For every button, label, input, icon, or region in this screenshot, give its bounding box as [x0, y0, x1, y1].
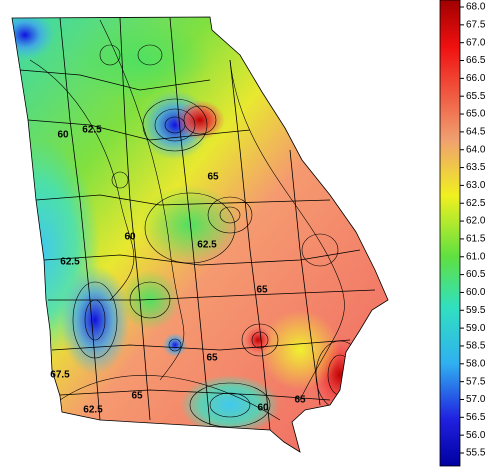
colorbar-tick-label: 57.0 [466, 394, 486, 405]
map-fill [12, 17, 388, 452]
colorbar-tick-label: 63.5 [466, 162, 486, 173]
contour-label: 67.5 [50, 370, 70, 381]
contour-label: 62.5 [197, 240, 217, 251]
colorbar-tick-label: 64.0 [466, 144, 486, 155]
colorbar-tick-label: 57.5 [466, 376, 486, 387]
colorbar-tick-label: 56.5 [466, 412, 486, 423]
colorbar-tick-label: 60.0 [466, 287, 486, 298]
state-outline [11, 16, 389, 453]
contour-label: 60 [57, 130, 69, 141]
contour-label: 65 [206, 353, 218, 364]
contour-label: 60 [124, 232, 136, 243]
colorbar-tick-label: 62.0 [466, 216, 486, 227]
colorbar-tick-label: 68.0 [466, 2, 486, 13]
colorbar-tick-label: 58.5 [466, 341, 486, 352]
contour-label: 65 [256, 285, 268, 296]
colorbar-tick-label: 63.0 [466, 180, 486, 191]
colorbar-tick-label: 56.0 [466, 430, 486, 441]
colorbar-tick-label: 67.0 [466, 37, 486, 48]
colorbar-tick-label: 64.5 [466, 127, 486, 138]
county-lines [19, 17, 376, 431]
contour-label: 60 [257, 403, 269, 414]
colorbar-tick-label: 61.5 [466, 234, 486, 245]
contour-label: 62.5 [82, 125, 102, 136]
contour-label: 65 [131, 391, 143, 402]
colorbar [439, 0, 461, 467]
colorbar-tick-label: 67.5 [466, 19, 486, 30]
colorbar-tick-label: 55.5 [466, 448, 486, 459]
colorbar-tick-label: 59.0 [466, 323, 486, 334]
contour-label: 62.5 [83, 405, 103, 416]
colorbar-ticks: 68.0 67.5 67.0 66.5 66.0 65.5 65.0 64.5 64.0 63.5… [460, 2, 486, 459]
colorbar-tick-label: 65.5 [466, 91, 486, 102]
contour-label: 62.5 [60, 257, 80, 268]
contour-labels: 60 62.5 65 62.5 60 62.5 65 65 65 62.5 65 60 67.5 [50, 125, 306, 416]
colorbar-tick-label: 62.5 [466, 198, 486, 209]
colorbar-tick-label: 65.0 [466, 109, 486, 120]
colorbar-tick-label: 60.5 [466, 269, 486, 280]
colorbar-tick-label: 66.0 [466, 73, 486, 84]
contour-label: 65 [294, 395, 306, 406]
contour-label: 65 [207, 172, 219, 183]
colorbar-tick-label: 66.5 [466, 55, 486, 66]
colorbar-tick-label: 59.5 [466, 305, 486, 316]
colorbar-tick-label: 58.0 [466, 358, 486, 369]
colorbar-tick-label: 61.0 [466, 251, 486, 262]
